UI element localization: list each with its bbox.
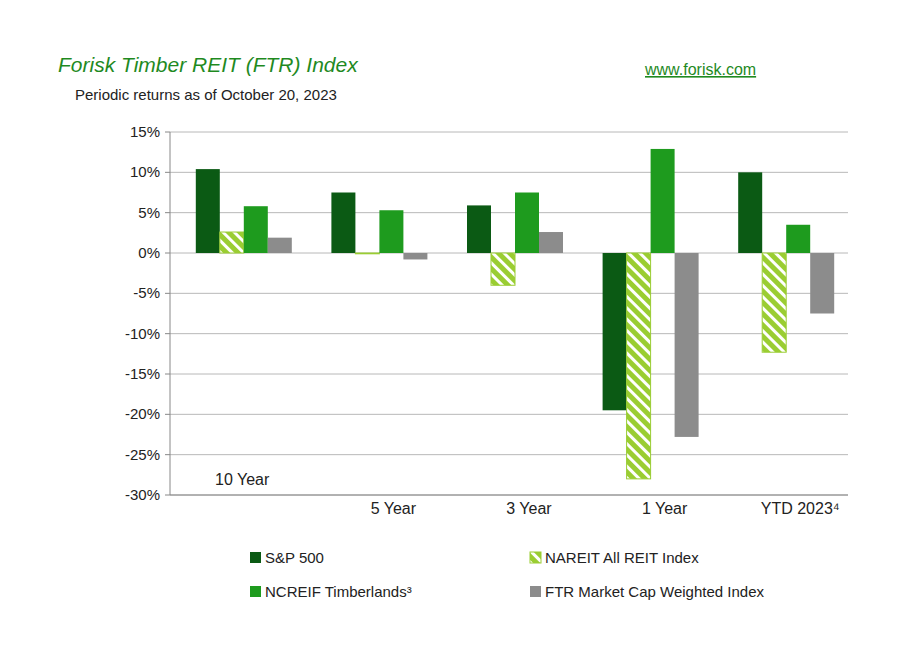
bar <box>403 253 427 259</box>
grid-line <box>170 414 848 415</box>
bar <box>810 253 834 314</box>
bar <box>244 206 268 253</box>
y-tick <box>165 172 170 173</box>
bar <box>786 225 810 253</box>
y-tick-label: -10% <box>125 325 160 342</box>
legend-label: S&P 500 <box>265 549 324 566</box>
x-tick-label: YTD 2023⁴ <box>761 500 840 517</box>
y-tick-label: -20% <box>125 405 160 422</box>
grid-line <box>170 293 848 294</box>
bar <box>627 253 651 479</box>
bar <box>379 210 403 253</box>
y-tick <box>165 374 170 375</box>
bar <box>268 238 292 253</box>
bar <box>603 253 627 410</box>
y-tick <box>165 253 170 254</box>
y-tick-label: 5% <box>138 204 160 221</box>
y-tick <box>165 414 170 415</box>
bar <box>515 193 539 254</box>
bars <box>196 149 834 479</box>
legend-swatch <box>530 552 541 563</box>
x-tick-label: 10 Year <box>215 471 270 488</box>
y-tick-label: -5% <box>133 284 160 301</box>
x-tick-label: 3 Year <box>506 500 552 517</box>
legend-label: FTR Market Cap Weighted Index <box>545 583 764 600</box>
bar <box>220 232 244 253</box>
y-tick-label: 10% <box>130 163 160 180</box>
subtitle: Periodic returns as of October 20, 2023 <box>75 86 337 103</box>
bar <box>196 169 220 253</box>
y-tick-label: 15% <box>130 123 160 140</box>
x-axis <box>170 495 848 496</box>
grid-line <box>170 132 848 133</box>
grid-line <box>170 374 848 375</box>
title: Forisk Timber REIT (FTR) Index <box>58 53 359 76</box>
x-tick-label: 5 Year <box>371 500 417 517</box>
bar <box>651 149 675 253</box>
y-tick-label: 0% <box>138 244 160 261</box>
x-tick-label: 1 Year <box>642 500 688 517</box>
bar <box>762 253 786 352</box>
bar <box>738 172 762 253</box>
grid-line <box>170 333 848 334</box>
bar <box>331 193 355 254</box>
legend-swatch <box>250 586 261 597</box>
y-tick <box>165 495 170 496</box>
y-tick <box>165 212 170 213</box>
y-tick-label: -25% <box>125 446 160 463</box>
legend-label: NAREIT All REIT Index <box>545 549 699 566</box>
grid-line <box>170 454 848 455</box>
bar <box>355 253 379 255</box>
y-tick <box>165 132 170 133</box>
y-tick-label: -30% <box>125 486 160 503</box>
bar <box>467 205 491 253</box>
y-tick <box>165 333 170 334</box>
legend-swatch <box>530 586 541 597</box>
source-link: www.forisk.com <box>644 61 756 78</box>
y-axis <box>170 132 171 495</box>
y-tick <box>165 454 170 455</box>
legend-swatch <box>250 552 261 563</box>
grid-line <box>170 495 848 496</box>
y-tick-label: -15% <box>125 365 160 382</box>
bar <box>675 253 699 437</box>
chart: Forisk Timber REIT (FTR) Index Periodic r… <box>0 0 900 650</box>
legend-label: NCREIF Timberlands³ <box>265 583 412 600</box>
bar <box>491 253 515 285</box>
bar <box>539 232 563 253</box>
y-tick <box>165 293 170 294</box>
